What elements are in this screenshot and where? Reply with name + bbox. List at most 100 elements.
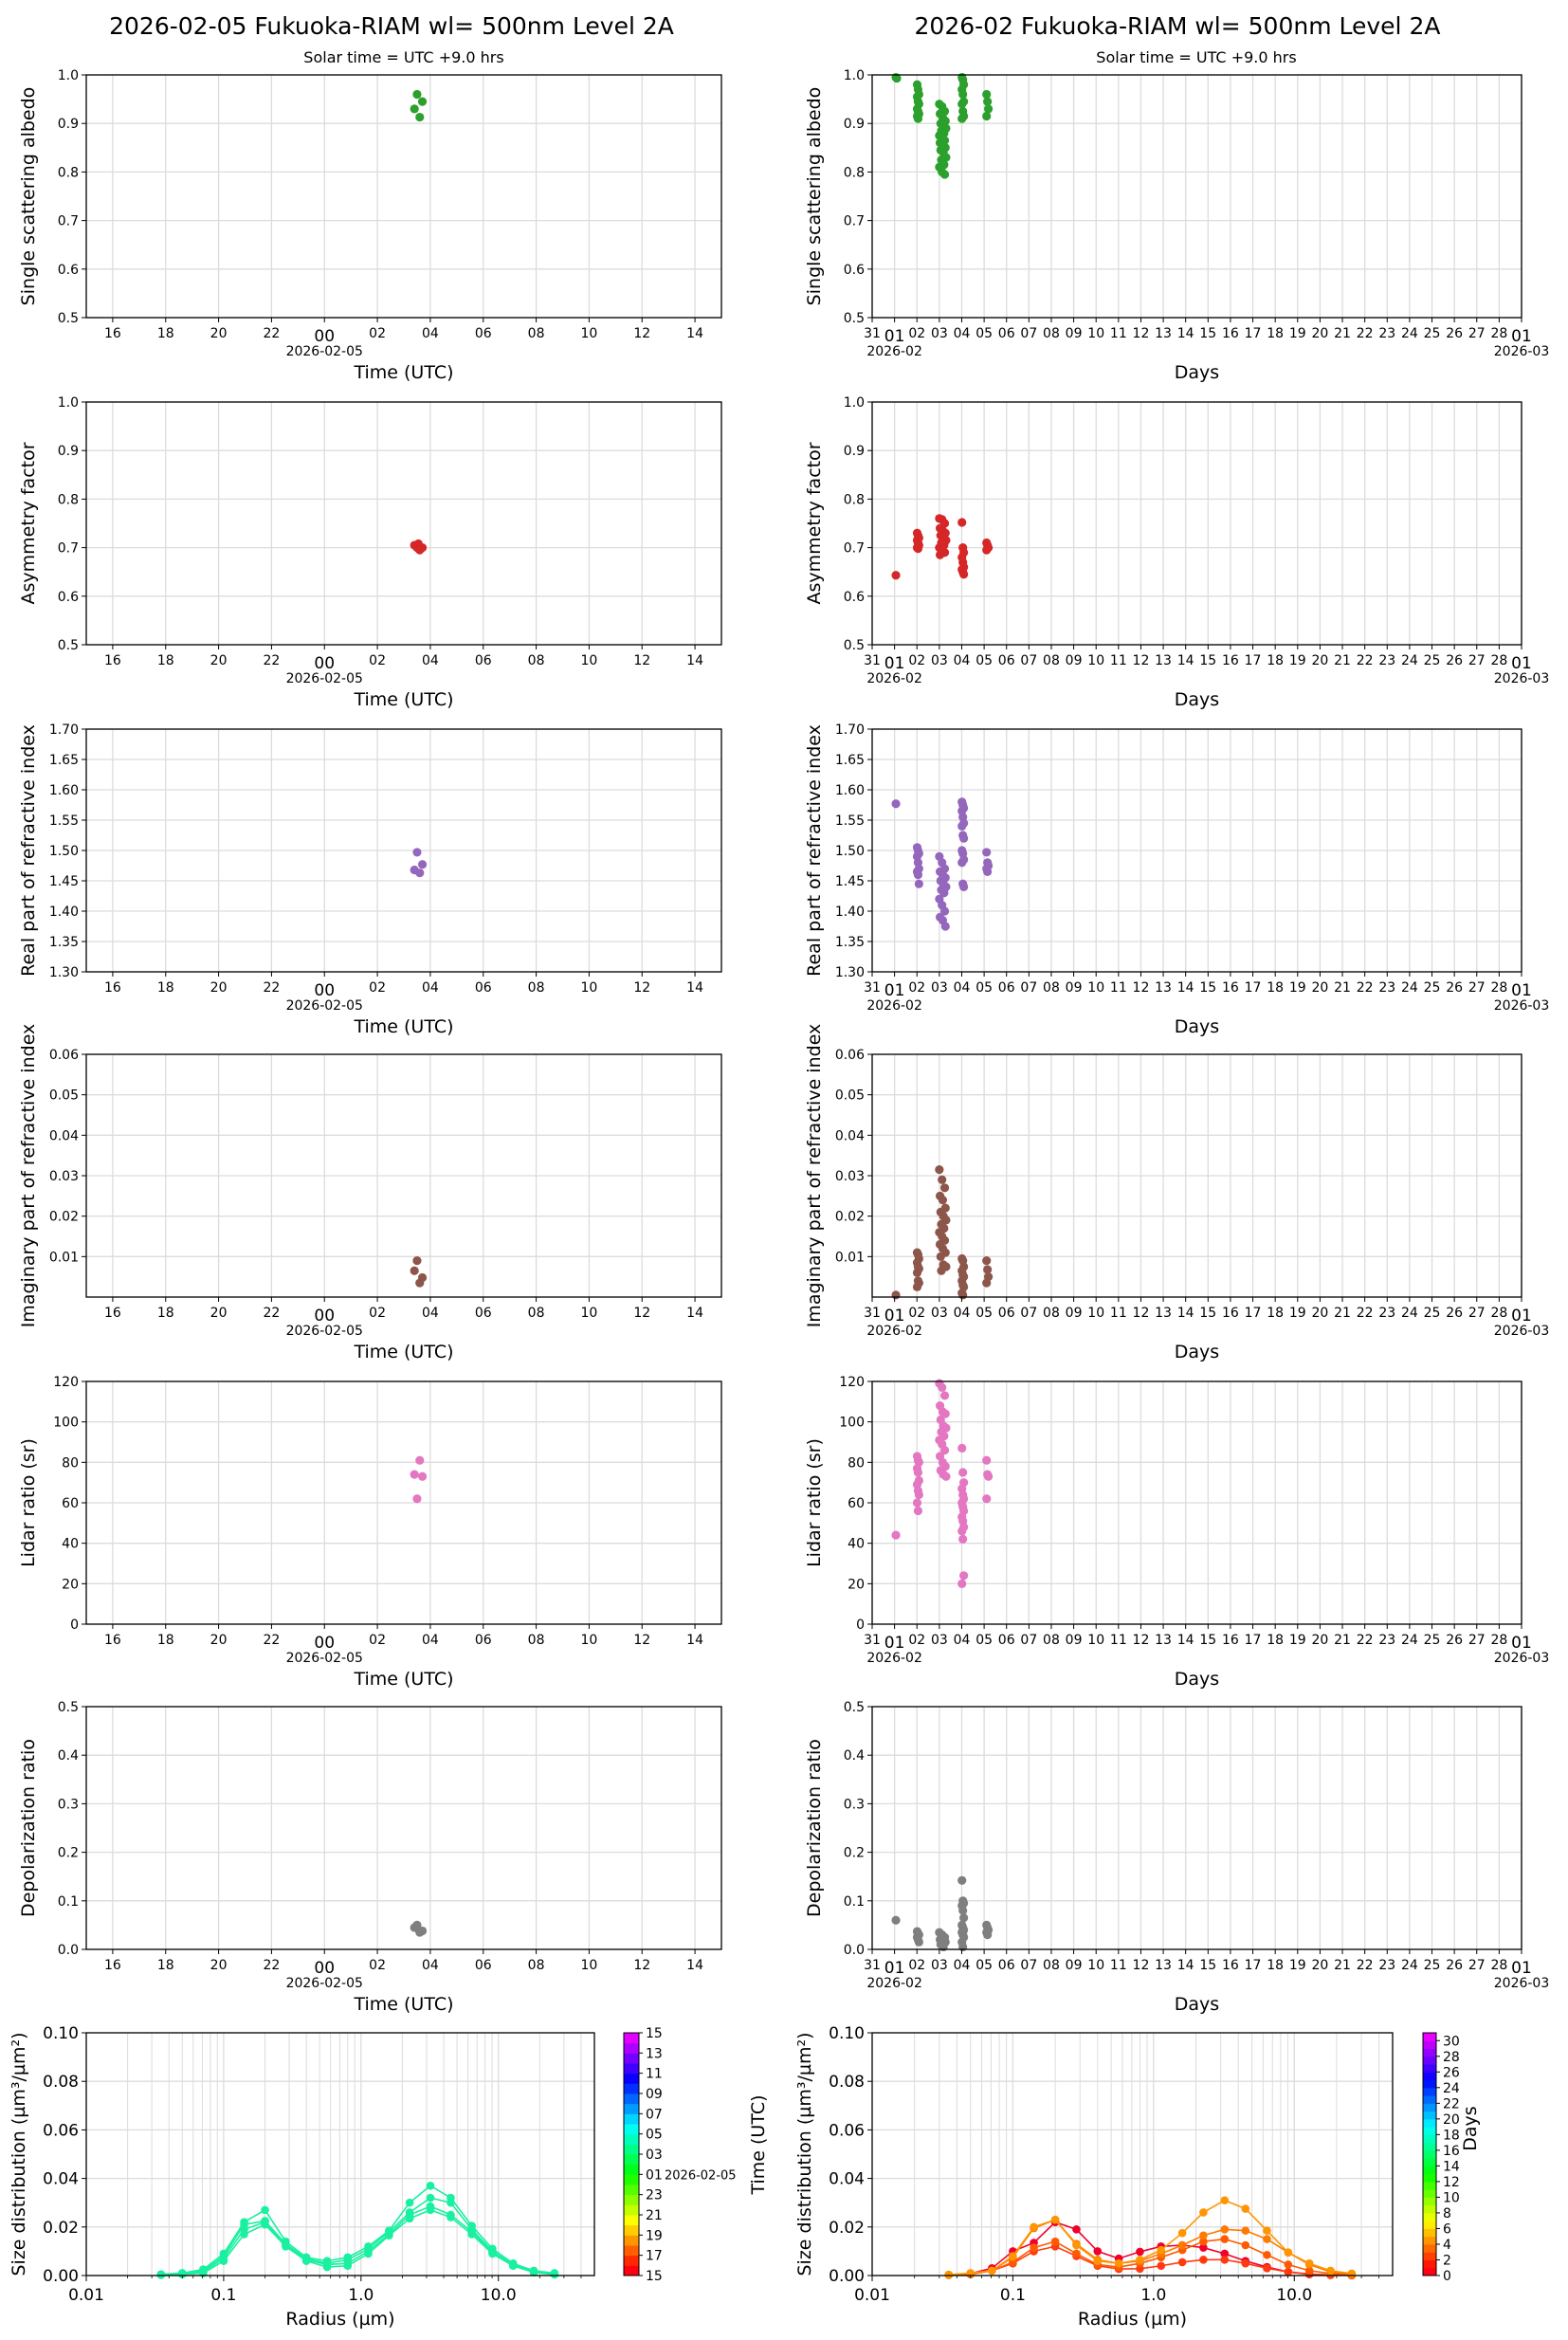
series-point-4 <box>1199 2208 1208 2217</box>
series-point-4 <box>1093 2257 1103 2265</box>
y-tick-label: 0.7 <box>58 541 79 557</box>
series-point-0 <box>1136 2247 1144 2257</box>
y-tick-label: 0.9 <box>844 444 865 459</box>
series-point-3 <box>1177 2240 1187 2250</box>
colorbar-segment <box>624 2245 639 2257</box>
y-tick-label: 0.8 <box>844 165 865 180</box>
colorbar-segment <box>1423 2064 1436 2073</box>
data-point <box>912 1282 922 1291</box>
y-tick-label: 1.35 <box>835 935 865 950</box>
data-point <box>983 1472 994 1481</box>
colorbar-tick-label: 05 <box>646 2128 663 2143</box>
x-tick-label: 17 <box>1245 326 1262 341</box>
data-point <box>958 89 968 100</box>
x-tick-label: 23 <box>1378 980 1395 996</box>
x-tick-label: 01 <box>884 1959 905 1978</box>
x-tick-label: 17 <box>1245 1958 1262 1973</box>
x-tick-label: 01 <box>884 981 905 1000</box>
colorbar-segment <box>624 2224 639 2236</box>
x-tick-label: 26 <box>1446 1958 1463 1973</box>
x-tick-label: 06 <box>998 1306 1015 1321</box>
monthly-title: 2026-02 Fukuoka-RIAM wl= 500nm Level 2A <box>915 12 1441 40</box>
plot-frame <box>85 1706 722 1950</box>
colorbar-segment <box>1423 2158 1436 2166</box>
y-tick-label: 0.9 <box>58 444 79 459</box>
x-tick-label: 16 <box>104 653 121 668</box>
x-tick-label: 14 <box>686 1306 703 1321</box>
x-tick-label: 05 <box>975 1306 993 1321</box>
y-tick-label: 1.55 <box>49 814 79 829</box>
x-tick-label: 02 <box>908 1958 925 1973</box>
data-point <box>412 1494 422 1504</box>
series-point-2 <box>1030 2243 1038 2252</box>
daily-depol-chart: 16 18 20 22 00 02 04 06 08 10 12 14 2026-02-05 Time (… <box>18 1700 722 2015</box>
data-point <box>412 89 422 100</box>
x-tick-label: 04 <box>954 1306 971 1321</box>
x-tick-label: 08 <box>1043 1633 1060 1648</box>
x-tick-label: 07 <box>1020 326 1037 341</box>
monthly-size-distribution-chart: 0.01 0.1 1.0 10.0 Radius (µm) 0.00 0.02 0.04 0.0… <box>794 2024 1481 2330</box>
x-tick-label: 23 <box>1378 1633 1395 1648</box>
series-point-3 <box>447 2213 455 2221</box>
y-tick-label: 1.0 <box>58 395 79 411</box>
data-point <box>939 1391 950 1400</box>
y-tick-label: 0.8 <box>844 492 865 507</box>
x-tick-label: 20 <box>1311 1633 1328 1648</box>
series-point-3 <box>1241 2226 1250 2235</box>
colorbar-segment <box>624 2093 639 2105</box>
data-point <box>959 833 969 843</box>
data-point <box>940 922 950 931</box>
colorbar-frame <box>1422 2032 1437 2276</box>
data-point <box>417 543 428 553</box>
x-tick-label: 27 <box>1468 653 1486 668</box>
x-tick-label: 1.0 <box>348 2286 374 2305</box>
x-tick-label: 18 <box>157 1306 174 1321</box>
x-tick-label: 00 <box>314 1307 335 1325</box>
colorbar-tick-label: 13 <box>646 2046 663 2061</box>
y-axis-label: Lidar ratio (sr) <box>18 1438 39 1567</box>
x-tick-label: 00 <box>314 327 335 346</box>
colorbar-tick-label: 19 <box>646 2228 663 2243</box>
colorbar-tick-label: 20 <box>1443 2112 1460 2128</box>
x-tick-label: 22 <box>1357 1306 1374 1321</box>
y-tick-label: 0.06 <box>43 2121 79 2140</box>
x-tick-label: 20 <box>210 1306 228 1321</box>
x-tick-label: 20 <box>1311 653 1328 668</box>
colorbar-segment <box>624 2185 639 2196</box>
x-tick-label: 02 <box>908 1633 925 1648</box>
y-tick-label: 0.02 <box>49 1210 79 1225</box>
y-tick-label: 1.60 <box>835 783 865 798</box>
series-point-2 <box>1050 2237 1060 2246</box>
x-tick-label: 09 <box>1066 326 1083 341</box>
x-tick-label: 1.0 <box>1140 2286 1166 2305</box>
daily-ssa-chart: 16 18 20 22 00 02 04 06 08 10 12 14 2026-02-05 Time (… <box>18 68 722 383</box>
series-point-3 <box>529 2268 538 2276</box>
y-tick-label: 1.65 <box>49 753 79 768</box>
series-point-3 <box>1263 2235 1271 2243</box>
colorbar-segment <box>1423 2267 1436 2276</box>
data-point <box>983 1930 993 1940</box>
x-tick-label: 28 <box>1490 1633 1507 1648</box>
data-point <box>941 1472 951 1481</box>
x-tick-label: 07 <box>1020 980 1037 996</box>
x-tick-label: 04 <box>954 326 971 341</box>
series-point-1 <box>447 2198 455 2207</box>
x-tick-label: 22 <box>1357 1633 1374 1648</box>
x-axis-label: Days <box>1175 1016 1219 1037</box>
colorbar-tick-label: 2 <box>1443 2253 1451 2268</box>
x-tick-label: 14 <box>686 1958 703 1973</box>
y-tick-label: 1.35 <box>49 935 79 950</box>
colorbar-segment <box>1423 2056 1436 2065</box>
data-point <box>957 858 967 868</box>
series-line-4 <box>948 2199 1352 2276</box>
colorbar-segment <box>624 2194 639 2205</box>
x-tick-label: 18 <box>1267 1958 1284 1973</box>
colorbar-tick-label: 23 <box>646 2188 663 2203</box>
colorbar-tick-label: 22 <box>1443 2096 1460 2111</box>
x-axis-label: Days <box>1175 689 1219 710</box>
y-tick-label: 0.1 <box>844 1894 865 1910</box>
series-point-4 <box>1220 2196 1230 2204</box>
series-point-1 <box>1220 2256 1230 2264</box>
x-tick-label: 06 <box>475 1306 492 1321</box>
